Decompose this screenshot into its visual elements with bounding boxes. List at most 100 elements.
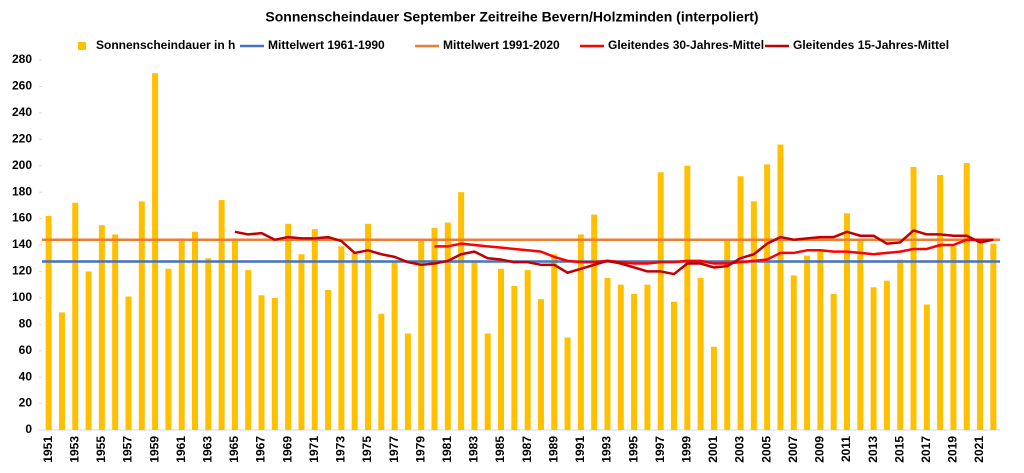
x-tick-label: 2017 (919, 436, 933, 463)
x-tick-label: 1967 (254, 436, 268, 463)
bar (165, 268, 172, 430)
x-tick-label: 1989 (546, 436, 560, 463)
x-tick-label: 1995 (626, 436, 640, 463)
y-tick-label: 20 (19, 396, 33, 410)
x-tick-label: 1979 (413, 436, 427, 463)
x-tick-label: 1973 (334, 436, 348, 463)
bar (843, 213, 850, 430)
x-tick-label: 1969 (280, 436, 294, 463)
bar (431, 227, 438, 430)
bar (537, 299, 544, 430)
bar (258, 295, 265, 430)
bar (205, 258, 212, 430)
bar (631, 293, 638, 430)
bar (604, 278, 611, 430)
bar (817, 250, 824, 430)
bar (830, 293, 837, 430)
x-tick-label: 1983 (467, 436, 481, 463)
bar (923, 304, 930, 430)
bar (218, 200, 225, 430)
x-tick-label: 2003 (733, 436, 747, 463)
y-tick-label: 140 (12, 237, 32, 251)
bar (72, 202, 79, 430)
x-tick-label: 1997 (653, 436, 667, 463)
bar (524, 270, 531, 430)
y-tick-label: 240 (12, 105, 32, 119)
bar (404, 333, 411, 430)
legend-swatch (78, 42, 86, 50)
bar (551, 254, 558, 430)
bar (564, 337, 571, 430)
x-tick-label: 1965 (227, 436, 241, 463)
bar (378, 313, 385, 430)
bar (910, 167, 917, 431)
bar (511, 285, 518, 430)
bar (777, 144, 784, 431)
bar (617, 284, 624, 430)
bar (351, 252, 358, 430)
bar (444, 222, 451, 430)
x-tick-label: 1953 (67, 436, 81, 463)
x-tick-label: 1985 (493, 436, 507, 463)
legend-label: Mittelwert 1961-1990 (268, 38, 385, 52)
bar (338, 246, 345, 430)
bar (750, 201, 757, 430)
y-tick-label: 280 (12, 52, 32, 66)
bar (671, 301, 678, 430)
y-tick-label: 120 (12, 264, 32, 278)
x-tick-label: 1981 (440, 436, 454, 463)
bar (271, 297, 278, 430)
bar (45, 215, 52, 430)
x-tick-label: 2021 (972, 436, 986, 463)
bar (138, 201, 145, 430)
x-tick-label: 1993 (600, 436, 614, 463)
bar (684, 165, 691, 430)
bar (870, 287, 877, 430)
x-tick-label: 1961 (174, 436, 188, 463)
bar (418, 239, 425, 430)
bar (857, 239, 864, 430)
bar (577, 234, 584, 430)
bar (192, 231, 199, 430)
bar (85, 271, 92, 430)
y-tick-label: 80 (19, 316, 33, 330)
x-tick-label: 2011 (839, 436, 853, 462)
bar (98, 225, 105, 430)
x-tick-label: 1951 (41, 436, 55, 463)
y-tick-label: 100 (12, 290, 32, 304)
bar (697, 278, 704, 430)
y-tick-label: 0 (25, 422, 32, 436)
legend-label: Sonnenscheindauer in h (96, 38, 235, 52)
moving-average-line (234, 229, 994, 276)
y-tick-label: 260 (12, 79, 32, 93)
x-tick-label: 1955 (94, 436, 108, 463)
y-tick-label: 40 (19, 369, 33, 383)
bar (950, 246, 957, 430)
bar (790, 275, 797, 430)
chart-title: Sonnenscheindauer September Zeitreihe Be… (265, 9, 758, 25)
x-tick-label: 1971 (307, 436, 321, 463)
x-tick-label: 2005 (759, 436, 773, 463)
legend-label: Gleitendes 30-Jahres-Mittel (608, 38, 764, 52)
y-tick-label: 180 (12, 184, 32, 198)
bar (58, 312, 65, 430)
bar (152, 73, 159, 430)
bar (298, 254, 305, 430)
y-tick-label: 200 (12, 158, 32, 172)
y-tick-label: 60 (19, 343, 33, 357)
bar (311, 229, 318, 430)
x-tick-label: 2001 (706, 436, 720, 463)
bar (737, 176, 744, 430)
x-tick-label: 1959 (147, 436, 161, 463)
bar (937, 174, 944, 430)
bar (897, 259, 904, 430)
x-tick-label: 1987 (520, 436, 534, 463)
bar (471, 262, 478, 430)
x-tick-label: 2009 (813, 436, 827, 463)
x-tick-label: 1999 (679, 436, 693, 463)
bar (325, 289, 332, 430)
bar (644, 284, 651, 430)
bar (963, 163, 970, 431)
legend-label: Gleitendes 15-Jahres-Mittel (793, 38, 949, 52)
